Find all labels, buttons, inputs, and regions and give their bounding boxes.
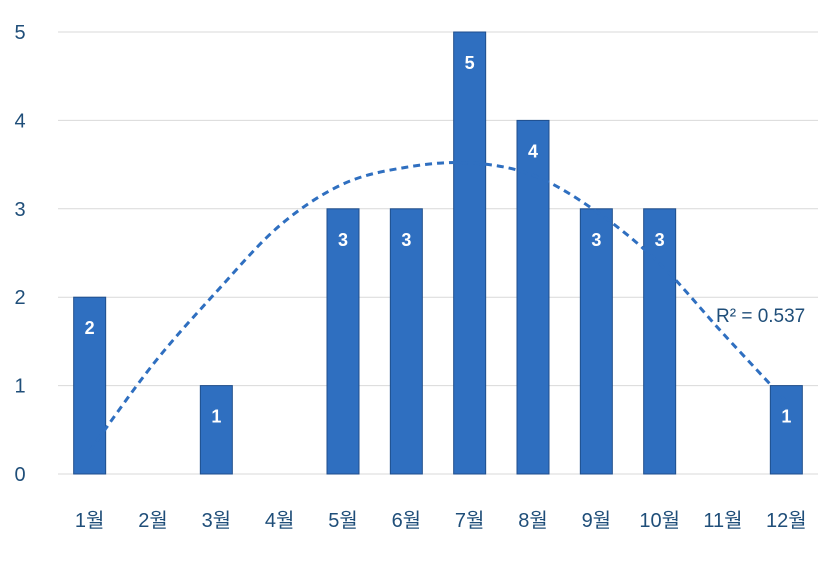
data-label: 4 [528, 141, 538, 161]
bar [453, 31, 487, 475]
data-label: 1 [211, 407, 221, 427]
bar [579, 208, 613, 475]
data-label: 3 [591, 230, 601, 250]
x-tick-label: 6월 [392, 509, 422, 532]
bar [199, 385, 233, 475]
data-label: 2 [85, 318, 95, 338]
x-tick-label: 5월 [328, 509, 358, 532]
x-tick-label: 1월 [75, 509, 105, 532]
data-label: 3 [401, 230, 411, 250]
x-tick-label: 11월 [703, 509, 742, 532]
data-label: 5 [465, 53, 475, 73]
data-labels: 2 1 3 3 5 4 3 3 1 [85, 53, 792, 427]
x-tick-label: 4월 [265, 509, 295, 532]
trendline-r-squared: R² = 0.537 [716, 306, 805, 327]
bar [643, 208, 677, 475]
data-label: 1 [781, 407, 791, 427]
y-tick-label: 3 [14, 199, 25, 221]
x-tick-label: 9월 [582, 509, 612, 532]
y-tick-label: 1 [14, 376, 25, 398]
x-axis-ticks: 1월 2월 3월 4월 5월 6월 7월 8월 9월 10월 11월 12월 [75, 509, 807, 532]
x-tick-label: 8월 [518, 509, 548, 532]
x-tick-label: 12월 [766, 509, 807, 532]
y-tick-label: 5 [14, 22, 25, 44]
bar [326, 208, 360, 475]
bar [769, 385, 803, 475]
y-tick-label: 4 [14, 110, 25, 132]
x-tick-label: 10월 [639, 509, 680, 532]
y-tick-label: 0 [14, 464, 25, 486]
data-label: 3 [338, 230, 348, 250]
data-label: 3 [655, 230, 665, 250]
bar [516, 119, 550, 475]
grid-lines [58, 31, 818, 475]
trendline [88, 160, 788, 452]
x-tick-label: 3월 [202, 509, 232, 532]
y-tick-label: 2 [14, 287, 25, 309]
bars [73, 31, 803, 475]
x-tick-label: 2월 [138, 509, 168, 532]
bar [73, 296, 107, 475]
bar [389, 208, 423, 475]
y-axis-ticks: 0 1 2 3 4 5 [14, 22, 25, 486]
x-tick-label: 7월 [455, 509, 485, 532]
